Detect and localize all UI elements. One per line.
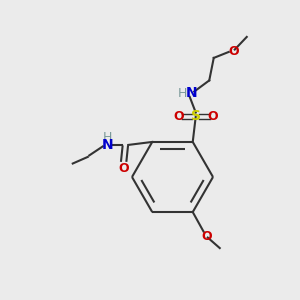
Text: N: N [185,86,197,100]
Text: O: O [208,110,218,123]
Text: O: O [201,230,211,243]
Text: O: O [228,45,238,58]
Text: O: O [173,110,184,123]
Text: S: S [191,110,201,123]
Text: O: O [118,161,129,175]
Text: N: N [101,138,113,152]
Text: H: H [178,86,187,100]
Text: H: H [103,131,112,144]
